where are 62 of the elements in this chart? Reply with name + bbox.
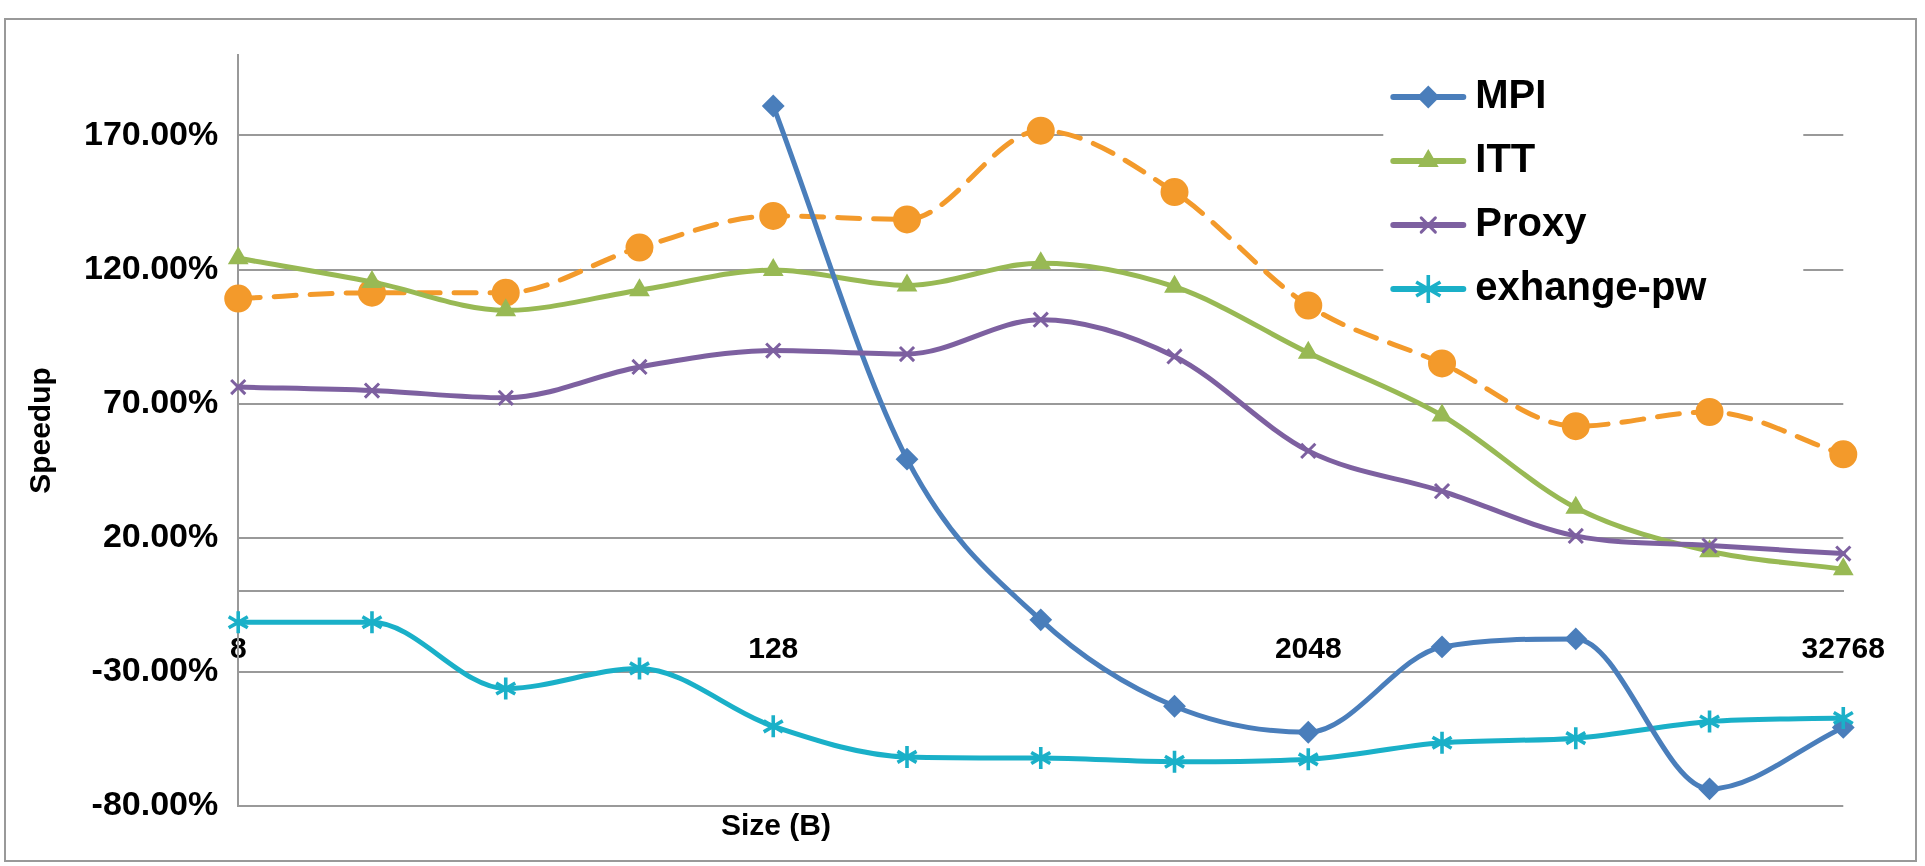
point [1297,721,1320,744]
y-tick-label: 20.00% [102,516,219,555]
x-tick-label: 32768 [1801,630,1886,664]
legend-label: MPI [1475,72,1547,117]
point [491,278,520,307]
point [224,284,253,313]
point [630,358,649,376]
y-axis-title: Speedup [23,367,57,494]
point [1561,412,1590,441]
point [1165,347,1184,366]
point [763,259,783,277]
point [896,448,918,471]
point [1834,545,1852,563]
point [898,345,916,363]
x-tick-label: 2048 [1274,630,1342,664]
point [625,233,654,262]
point [1164,750,1185,773]
y-tick-label: 170.00% [83,113,219,152]
point [762,715,784,738]
y-tick-label: -80.00% [91,784,219,823]
y-tick-label: 120.00% [83,247,219,286]
point [1565,727,1587,750]
point [896,745,918,768]
legend-label: ITT [1475,136,1536,181]
point [495,677,517,700]
point [759,201,788,230]
y-tick-label: 70.00% [102,382,219,421]
point [1299,442,1317,460]
legend-label: Proxy [1475,200,1588,245]
point [227,611,249,634]
point [1029,608,1052,631]
point [1428,349,1457,378]
point [1832,707,1854,730]
point [1163,695,1186,718]
legend-label: exhange-pw [1475,264,1708,309]
point [1698,777,1721,800]
point [1564,627,1587,650]
point [497,389,515,407]
point [1829,440,1858,469]
point [361,611,383,634]
point [1699,710,1720,733]
point [363,381,381,400]
point [1431,635,1454,658]
point [1297,748,1319,771]
x-axis-title: Size (B) [720,808,831,842]
point [762,94,785,117]
point [1431,731,1453,754]
y-tick-label: -30.00% [91,650,219,689]
point [1294,291,1323,320]
point [1433,482,1451,500]
point [629,657,650,680]
point [1031,252,1051,270]
point [229,378,247,396]
point [1160,178,1189,207]
point [1032,311,1050,329]
point [1567,527,1585,545]
point [1030,746,1052,769]
x-tick-label: 128 [748,630,799,664]
point [1026,116,1055,145]
point [764,342,782,360]
point [893,205,921,234]
point [1695,397,1724,426]
